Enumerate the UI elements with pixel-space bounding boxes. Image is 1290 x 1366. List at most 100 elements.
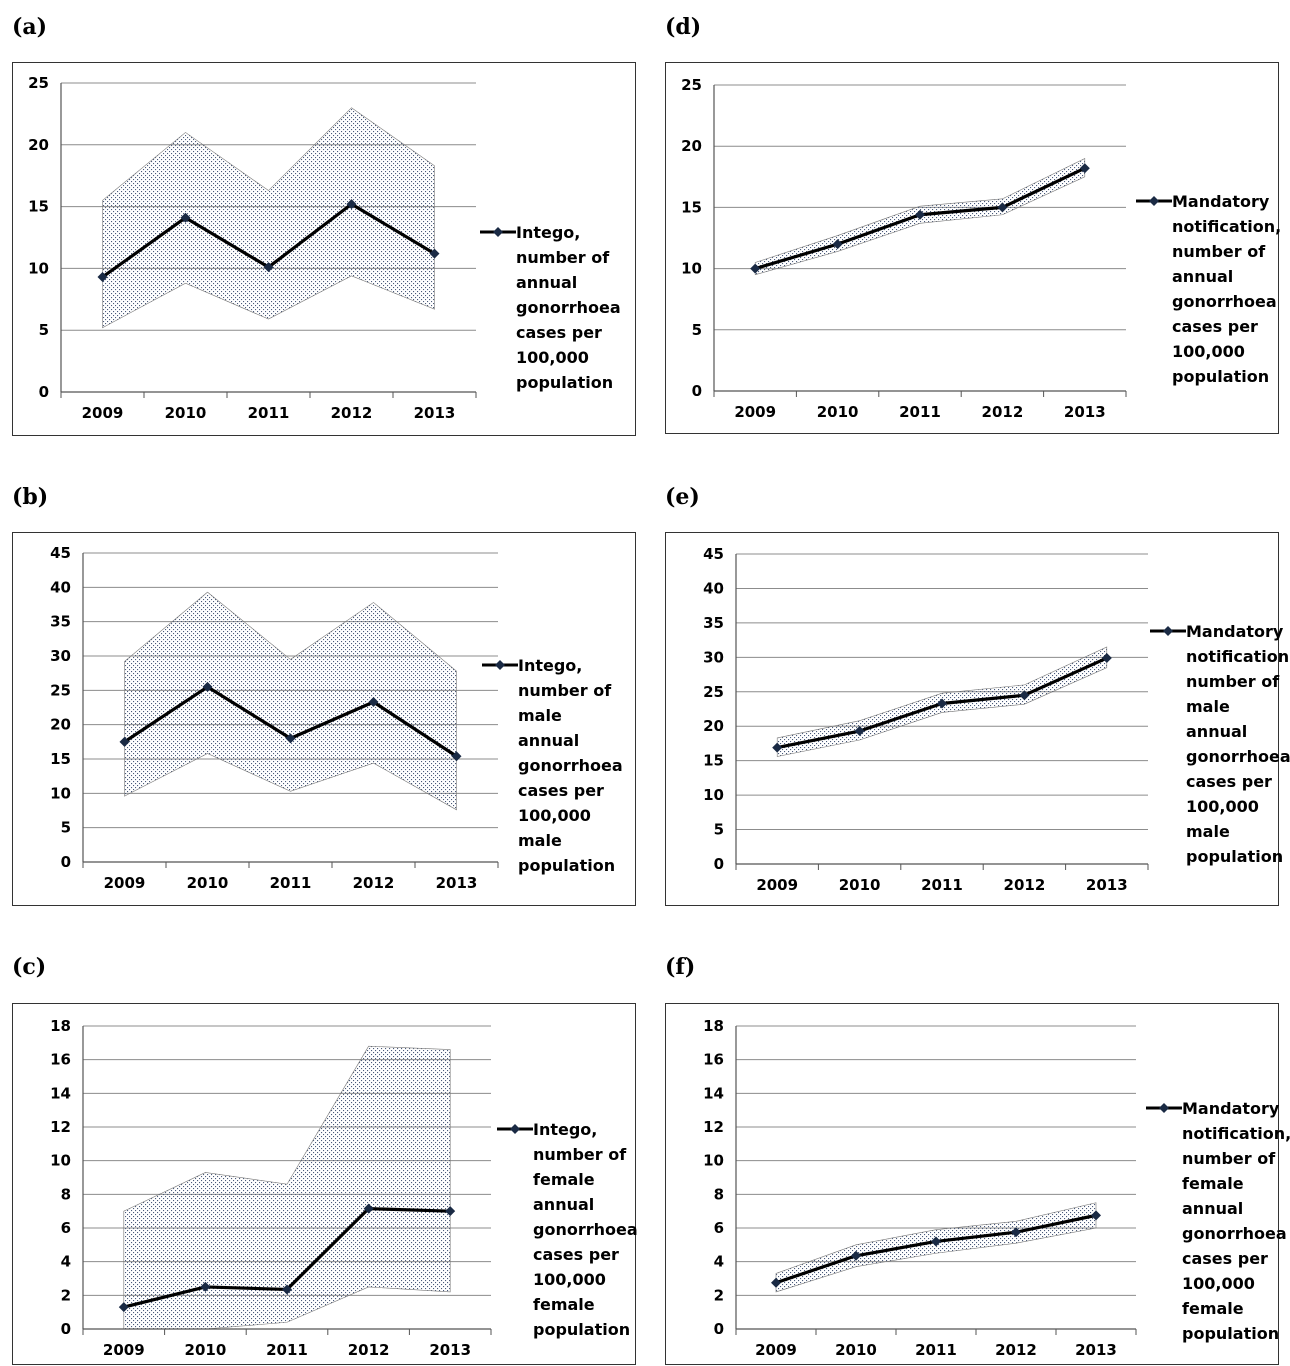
y-tick-label: 5 [39, 321, 49, 339]
y-tick-label: 16 [50, 1051, 71, 1069]
data-point [1011, 1227, 1021, 1238]
panel-label-d: (d) [665, 14, 702, 40]
chart-f: 0 2 4 6 8 10 12 14 16 18 2009 2010 2011 2012 2013 Mand… [665, 1003, 1290, 1365]
data-point [771, 1277, 781, 1288]
x-tick-label: 2013 [436, 874, 478, 892]
panel-label-c: (c) [12, 954, 47, 980]
chart-c: 0 2 4 6 8 10 12 14 16 18 2009 2010 2011 2012 2013 Inte… [12, 1003, 638, 1365]
data-point [750, 263, 761, 274]
y-tick-label: 0 [39, 383, 49, 401]
x-tick-label: 2013 [414, 404, 456, 422]
y-tick-label: 8 [714, 1185, 724, 1203]
x-tick-label: 2010 [165, 404, 207, 422]
y-tick-label: 45 [50, 544, 71, 562]
y-tick-label: 10 [50, 784, 71, 802]
x-tick-label: 2010 [187, 874, 229, 892]
data-point [1079, 163, 1090, 174]
chart-b-legend-text: Intego, number of male annual gonorrhoea… [518, 656, 623, 875]
x-tick-label: 2010 [835, 1341, 877, 1359]
chart-d-legend-text: Mandatory notification, number of annual… [1172, 192, 1282, 386]
chart-b: 0 5 10 15 20 25 30 35 40 45 2009 2010 2011 2012 2013 I… [12, 532, 636, 906]
y-tick-label: 0 [714, 855, 724, 873]
chart-e: 0 5 10 15 20 25 30 35 40 45 2009 2010 2011 2012 2013 M… [665, 532, 1290, 906]
data-point [285, 733, 296, 744]
y-tick-label: 10 [681, 260, 702, 278]
confidence-band [124, 591, 457, 811]
legend-marker-icon [1136, 196, 1172, 206]
data-point [263, 262, 274, 273]
y-tick-label: 25 [28, 74, 49, 92]
y-tick-label: 10 [50, 1152, 71, 1170]
chart-f-legend-text: Mandatory notification, number of female… [1182, 1099, 1290, 1343]
x-tick-label: 2013 [1064, 403, 1106, 421]
y-tick-label: 20 [703, 717, 724, 735]
y-tick-label: 0 [61, 1320, 71, 1338]
y-tick-label: 20 [681, 137, 702, 155]
y-tick-label: 4 [714, 1253, 724, 1271]
data-point [282, 1284, 292, 1295]
chart-c-legend-text: Intego, number of female annual gonorrho… [533, 1120, 638, 1339]
y-tick-label: 20 [50, 716, 71, 734]
y-tick-label: 16 [703, 1051, 724, 1069]
chart-f-plot: 0 2 4 6 8 10 12 14 16 18 2009 2010 2011 2012 2013 [703, 1017, 1137, 1359]
y-tick-label: 12 [50, 1118, 71, 1136]
y-tick-label: 14 [50, 1084, 71, 1102]
panel-label-a: (a) [12, 14, 48, 40]
data-point [97, 272, 108, 283]
data-point [180, 212, 191, 223]
y-tick-label: 45 [703, 545, 724, 563]
data-point [937, 698, 947, 709]
chart-e-legend-text: Mandatory notification, number of male a… [1186, 622, 1290, 866]
y-tick-label: 5 [61, 819, 71, 837]
legend-marker-icon [482, 660, 518, 670]
data-point [931, 1236, 941, 1247]
y-tick-label: 8 [61, 1185, 71, 1203]
data-point [1019, 690, 1030, 701]
confidence-band [775, 1202, 1097, 1293]
panel-label-b: (b) [12, 484, 49, 510]
y-tick-label: 0 [692, 382, 702, 400]
data-point [772, 742, 783, 753]
y-tick-label: 30 [50, 647, 71, 665]
y-tick-label: 40 [703, 579, 724, 597]
y-tick-label: 10 [28, 259, 49, 277]
y-tick-label: 15 [28, 198, 49, 216]
y-tick-label: 2 [714, 1286, 724, 1304]
data-point [119, 736, 130, 747]
x-tick-label: 2011 [921, 876, 963, 894]
x-tick-label: 2012 [995, 1341, 1037, 1359]
y-tick-label: 25 [50, 681, 71, 699]
legend-marker-icon [1146, 1103, 1182, 1113]
data-point [832, 239, 843, 250]
panel-label-e: (e) [665, 484, 700, 510]
x-tick-label: 2010 [839, 876, 881, 894]
legend-marker-icon [480, 227, 516, 237]
y-tick-label: 2 [61, 1286, 71, 1304]
x-tick-label: 2011 [266, 1341, 308, 1359]
chart-a-legend-text: Intego, number of annual gonorrhoea case… [516, 223, 621, 392]
x-tick-label: 2013 [1086, 876, 1128, 894]
x-tick-label: 2010 [817, 403, 859, 421]
legend-marker-icon [497, 1124, 533, 1134]
y-tick-label: 35 [703, 614, 724, 632]
y-tick-label: 0 [61, 853, 71, 871]
y-tick-label: 35 [50, 613, 71, 631]
y-tick-label: 18 [50, 1017, 71, 1035]
y-tick-label: 10 [703, 786, 724, 804]
x-tick-label: 2012 [353, 874, 395, 892]
chart-a-plot: 0 5 10 15 20 25 2009 2010 2011 2012 2013 [28, 74, 477, 422]
data-point [200, 1281, 211, 1292]
x-tick-label: 2011 [915, 1341, 957, 1359]
confidence-band [102, 107, 435, 329]
x-tick-label: 2011 [248, 404, 290, 422]
data-point [118, 1302, 129, 1313]
x-tick-label: 2011 [270, 874, 312, 892]
x-tick-label: 2009 [103, 1341, 145, 1359]
x-tick-label: 2012 [331, 404, 373, 422]
x-tick-label: 2009 [82, 404, 124, 422]
chart-d: 0 5 10 15 20 25 2009 2010 2011 2012 2013 Mandatory… [665, 62, 1282, 434]
x-tick-label: 2009 [104, 874, 146, 892]
y-tick-label: 15 [50, 750, 71, 768]
y-tick-label: 6 [61, 1219, 71, 1237]
data-point [363, 1203, 374, 1214]
